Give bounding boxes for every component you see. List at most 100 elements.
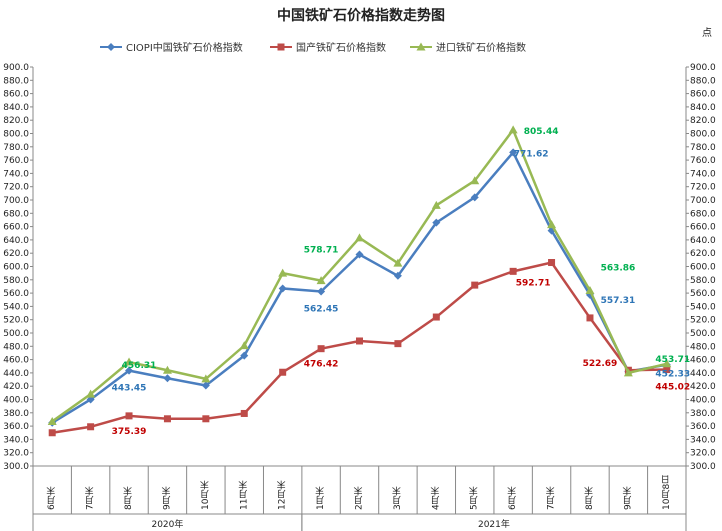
y-tick-label-left: 620.0 [3,249,29,259]
y-tick-label-left: 820.0 [3,116,29,126]
y-tick-label-right: 580.0 [690,276,716,286]
series-layer [47,125,672,437]
x-tick-label: 11月末 [239,480,250,510]
data-label: 562.45 [304,304,339,314]
x-tick-label: 8月末 [584,485,595,510]
y-tick-label-right: 360.0 [690,422,716,432]
data-label: 452.33 [655,370,690,380]
data-point [416,42,426,51]
data-point [201,374,211,383]
data-point [163,374,172,383]
y-tick-label-left: 380.0 [3,409,29,419]
data-point [663,366,671,374]
data-point [317,287,326,296]
y-tick-label-right: 440.0 [690,369,716,379]
data-point [278,284,287,293]
year-label: 2021年 [478,518,510,530]
y-tick-label-left: 560.0 [3,289,29,299]
data-point [471,281,479,289]
y-tick-label-right: 540.0 [690,302,716,312]
data-point [279,368,287,376]
y-tick-label-right: 880.0 [690,76,716,86]
y-tick-label-left: 740.0 [3,169,29,179]
y-tick-label-right: 840.0 [690,103,716,113]
y-tick-label-right: 660.0 [690,223,716,233]
data-point [355,250,364,259]
x-tick-label: 8月末 [124,485,135,510]
data-label: 522.69 [583,359,618,369]
data-point [431,200,441,209]
data-point [509,148,518,157]
y-tick-label-left: 720.0 [3,183,29,193]
data-point [662,359,672,368]
data-point [278,268,288,277]
y-tick-label-left: 400.0 [3,396,29,406]
y-tick-label-left: 680.0 [3,209,29,219]
x-tick-label: 6月末 [508,485,519,510]
y-tick-label-left: 540.0 [3,302,29,312]
data-point [125,412,133,420]
data-point [623,368,633,377]
y-tick-label-right: 900.0 [690,63,716,73]
data-point [107,43,115,51]
chart-title: 中国铁矿石价格指数走势图 [277,7,445,24]
y-tick-label-right: 520.0 [690,316,716,326]
x-tick-label: 2月末 [354,485,365,510]
data-point [470,193,479,202]
legend-item: 国产铁矿石价格指数 [296,41,386,54]
data-point [470,176,480,185]
y-tick-label-left: 900.0 [3,63,29,73]
series-2 [48,259,671,437]
y-tick-label-right: 380.0 [690,409,716,419]
data-point [277,43,285,51]
data-point [125,366,134,375]
y-tick-label-left: 420.0 [3,382,29,392]
data-point [162,365,172,374]
series-line [52,261,667,434]
y-tick-label-right: 700.0 [690,196,716,206]
y-tick-label-left: 360.0 [3,422,29,432]
data-point [509,267,517,275]
y-tick-label-left: 800.0 [3,130,29,140]
y-tick-label-left: 700.0 [3,196,29,206]
y-tick-label-left: 300.0 [3,462,29,472]
axes: 300.0 300.0 320.0 320.0 340.0 340.0 360.0 360.0… [3,63,716,531]
x-tick-label: 4月末 [431,485,442,510]
y-tick-label-right: 680.0 [690,209,716,219]
series-3 [47,125,672,425]
data-label: 557.31 [601,296,636,306]
data-point [201,381,210,390]
y-tick-label-right: 480.0 [690,342,716,352]
x-tick-label: 7月末 [546,485,557,510]
year-label: 2020年 [151,518,183,530]
x-tick-label: 10月8日 [661,475,672,510]
series-line [51,150,668,424]
y-tick-label-right: 620.0 [690,249,716,259]
y-tick-label-left: 460.0 [3,356,29,366]
data-point [202,415,210,423]
y-tick-label-right: 800.0 [690,130,716,140]
y-tick-label-left: 600.0 [3,263,29,273]
y-tick-label-right: 640.0 [690,236,716,246]
x-tick-label: 1月末 [316,485,327,510]
data-label: 578.71 [304,246,339,256]
data-label: 375.39 [112,427,147,437]
data-point [239,341,249,350]
y-tick-label-left: 440.0 [3,369,29,379]
series-line [51,127,668,423]
data-point [432,218,441,227]
y-tick-label-right: 340.0 [690,435,716,445]
data-point [86,389,96,398]
y-tick-label-right: 860.0 [690,90,716,100]
x-tick-label: 10月末 [200,480,211,510]
y-tick-label-right: 600.0 [690,263,716,273]
y-tick-label-left: 500.0 [3,329,29,339]
data-label: 445.02 [655,383,690,393]
data-label: 443.45 [112,384,147,394]
y-tick-label-left: 580.0 [3,276,29,286]
y-tick-label-right: 460.0 [690,356,716,366]
data-point [547,220,557,229]
data-point [240,351,249,360]
data-label: 453.71 [655,355,690,365]
